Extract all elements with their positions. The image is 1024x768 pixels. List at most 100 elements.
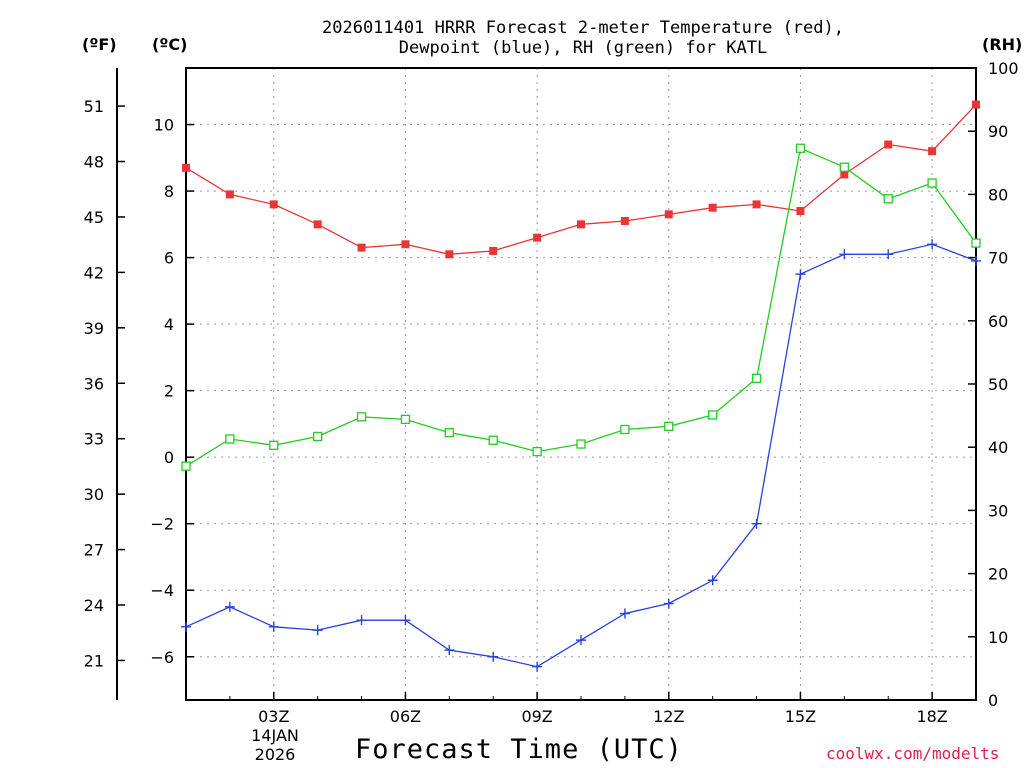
celsius-tick-label: 6 — [164, 249, 174, 268]
fahrenheit-tick-label: 48 — [84, 153, 104, 172]
rh-tick-label: 90 — [988, 122, 1008, 141]
gridlines — [186, 68, 976, 700]
axis-ticks-and-labels: 03Z 06Z 09Z 12Z 15Z 18Z−6−4−20246810212427303… — [84, 59, 1019, 726]
fahrenheit-tick-label: 27 — [84, 541, 104, 560]
rh-tick-label: 80 — [988, 185, 1008, 204]
celsius-unit-label: (ºC) — [152, 35, 188, 54]
rh-tick-label: 20 — [988, 565, 1008, 584]
celsius-tick-label: 8 — [164, 182, 174, 201]
temperature-point — [225, 190, 234, 199]
temperature-point — [269, 200, 278, 209]
rh-point — [576, 439, 586, 449]
dewpoint-point — [532, 661, 543, 672]
fahrenheit-tick-label: 30 — [84, 485, 104, 504]
celsius-tick-label: 10 — [154, 116, 174, 135]
x-tick-label: 18Z — [916, 707, 947, 726]
temperature-point — [796, 207, 805, 216]
x-axis-title: Forecast Time (UTC) — [355, 734, 683, 765]
dewpoint-point — [619, 608, 630, 619]
rh-point — [664, 421, 674, 431]
rh-point — [488, 435, 498, 445]
celsius-tick-label: −2 — [150, 515, 174, 534]
credit-link[interactable]: coolwx.com/modelts — [826, 744, 1000, 763]
temperature-point — [840, 170, 849, 179]
dewpoint-line — [185, 243, 977, 668]
dewpoint-point — [488, 651, 499, 662]
temperature-point — [928, 147, 937, 156]
rh-tick-label: 10 — [988, 628, 1008, 647]
temperature-point — [489, 246, 498, 255]
temperature-point — [620, 217, 629, 226]
dewpoint-point — [444, 645, 455, 656]
x-tick-label: 06Z — [390, 707, 421, 726]
celsius-tick-label: 0 — [164, 448, 174, 467]
temperature-point — [533, 233, 542, 242]
fahrenheit-tick-label: 51 — [84, 97, 104, 116]
rh-tick-label: 50 — [988, 375, 1008, 394]
data-series — [181, 100, 981, 672]
celsius-tick-label: 2 — [164, 382, 174, 401]
dewpoint-point — [663, 598, 674, 609]
date-year-label: 2026 — [254, 745, 296, 764]
temperature-point — [577, 220, 585, 229]
rh-point — [444, 428, 454, 438]
rh-point — [620, 424, 630, 435]
dewpoint-point — [707, 575, 718, 586]
rh-point — [269, 440, 279, 450]
rh-tick-label: 0 — [988, 691, 998, 710]
dewpoint-point — [576, 635, 586, 646]
temperature-line — [185, 104, 977, 255]
fahrenheit-tick-label: 33 — [84, 430, 104, 449]
x-tick-label: 03Z — [258, 707, 289, 726]
dewpoint-point — [883, 249, 894, 260]
temperature-point — [313, 220, 322, 229]
dewpoint-point — [356, 615, 367, 626]
dewpoint-point — [751, 518, 762, 529]
temperature-point — [401, 240, 410, 249]
chart-title-line-1: 2026011401 HRRR Forecast 2-meter Tempera… — [322, 18, 844, 38]
rh-point — [971, 238, 981, 248]
rh-point — [751, 373, 762, 383]
fahrenheit-unit-label: (ºF) — [82, 35, 117, 54]
fahrenheit-tick-label: 36 — [84, 374, 104, 393]
rh-point — [532, 446, 542, 457]
rh-point — [400, 414, 411, 425]
celsius-tick-label: 4 — [164, 315, 174, 334]
rh-tick-label: 60 — [988, 312, 1008, 331]
dewpoint-point — [181, 621, 191, 632]
dewpoint-point — [795, 269, 806, 280]
fahrenheit-tick-label: 45 — [84, 208, 104, 227]
rh-line — [185, 147, 977, 467]
temperature-point — [445, 250, 454, 259]
temperature-point — [752, 200, 761, 209]
plot-frame — [185, 67, 977, 701]
rh-point — [181, 461, 191, 471]
rh-point — [708, 410, 718, 420]
fahrenheit-tick-label: 24 — [84, 596, 104, 615]
rh-unit-label: (RH) — [982, 35, 1023, 54]
temperature-point — [182, 163, 190, 172]
rh-point — [795, 143, 806, 153]
temperature-point — [972, 100, 980, 109]
x-tick-label: 15Z — [785, 707, 816, 726]
dewpoint-point — [312, 625, 323, 636]
dewpoint-point — [400, 615, 411, 626]
dewpoint-point — [927, 239, 938, 250]
dewpoint-point — [224, 601, 235, 612]
rh-point — [927, 178, 937, 188]
temperature-point — [708, 203, 717, 212]
x-tick-label: 12Z — [653, 707, 684, 726]
rh-tick-label: 100 — [988, 59, 1019, 78]
rh-point — [313, 431, 323, 442]
rh-point — [356, 412, 367, 422]
fahrenheit-tick-label: 21 — [84, 651, 104, 670]
date-day-label: 14JAN — [251, 726, 299, 745]
temperature-point — [357, 243, 366, 252]
rh-tick-label: 30 — [988, 501, 1008, 520]
rh-tick-label: 40 — [988, 438, 1008, 457]
chart-title-line-2: Dewpoint (blue), RH (green) for KATL — [398, 38, 768, 58]
dewpoint-point — [839, 249, 850, 260]
temperature-point — [664, 210, 673, 219]
x-tick-label: 09Z — [521, 707, 552, 726]
